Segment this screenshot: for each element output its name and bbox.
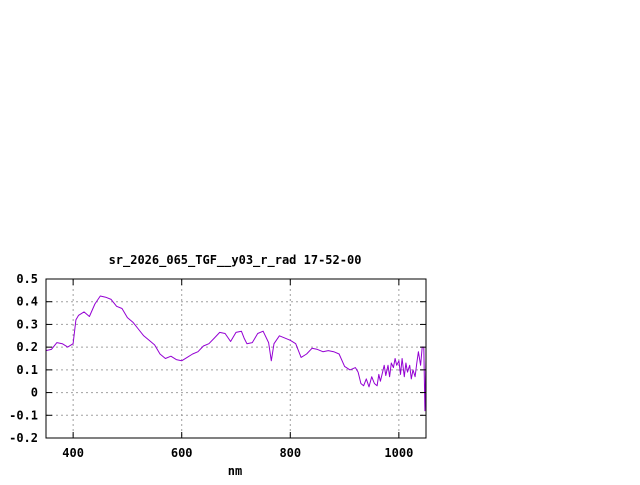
y-tick-label: 0.3 [16,317,38,331]
y-tick-label: 0.1 [16,363,38,377]
y-tick-label: 0.2 [16,340,38,354]
x-tick-label: 600 [171,446,193,460]
x-axis-label: nm [228,464,242,478]
y-tick-label: -0.1 [9,408,38,422]
axis-ticks: -0.2 -0.1 0 0.1 0.2 0.3 0.4 0.5 400 600 800 1000 [9,272,426,460]
series-layer [45,295,427,412]
y-tick-label: -0.2 [9,431,38,445]
series-line [45,295,427,412]
x-tick-label: 800 [279,446,301,460]
y-tick-label: 0.5 [16,272,38,286]
y-tick-label: 0.4 [16,295,38,309]
plot-frame [45,278,427,439]
x-tick-label: 1000 [384,446,413,460]
chart-title: sr_2026_065_TGF__y03_r_rad 17-52-00 [109,253,362,268]
x-tick-label: 400 [62,446,84,460]
grid [46,279,426,438]
y-tick-label: 0 [31,386,38,400]
